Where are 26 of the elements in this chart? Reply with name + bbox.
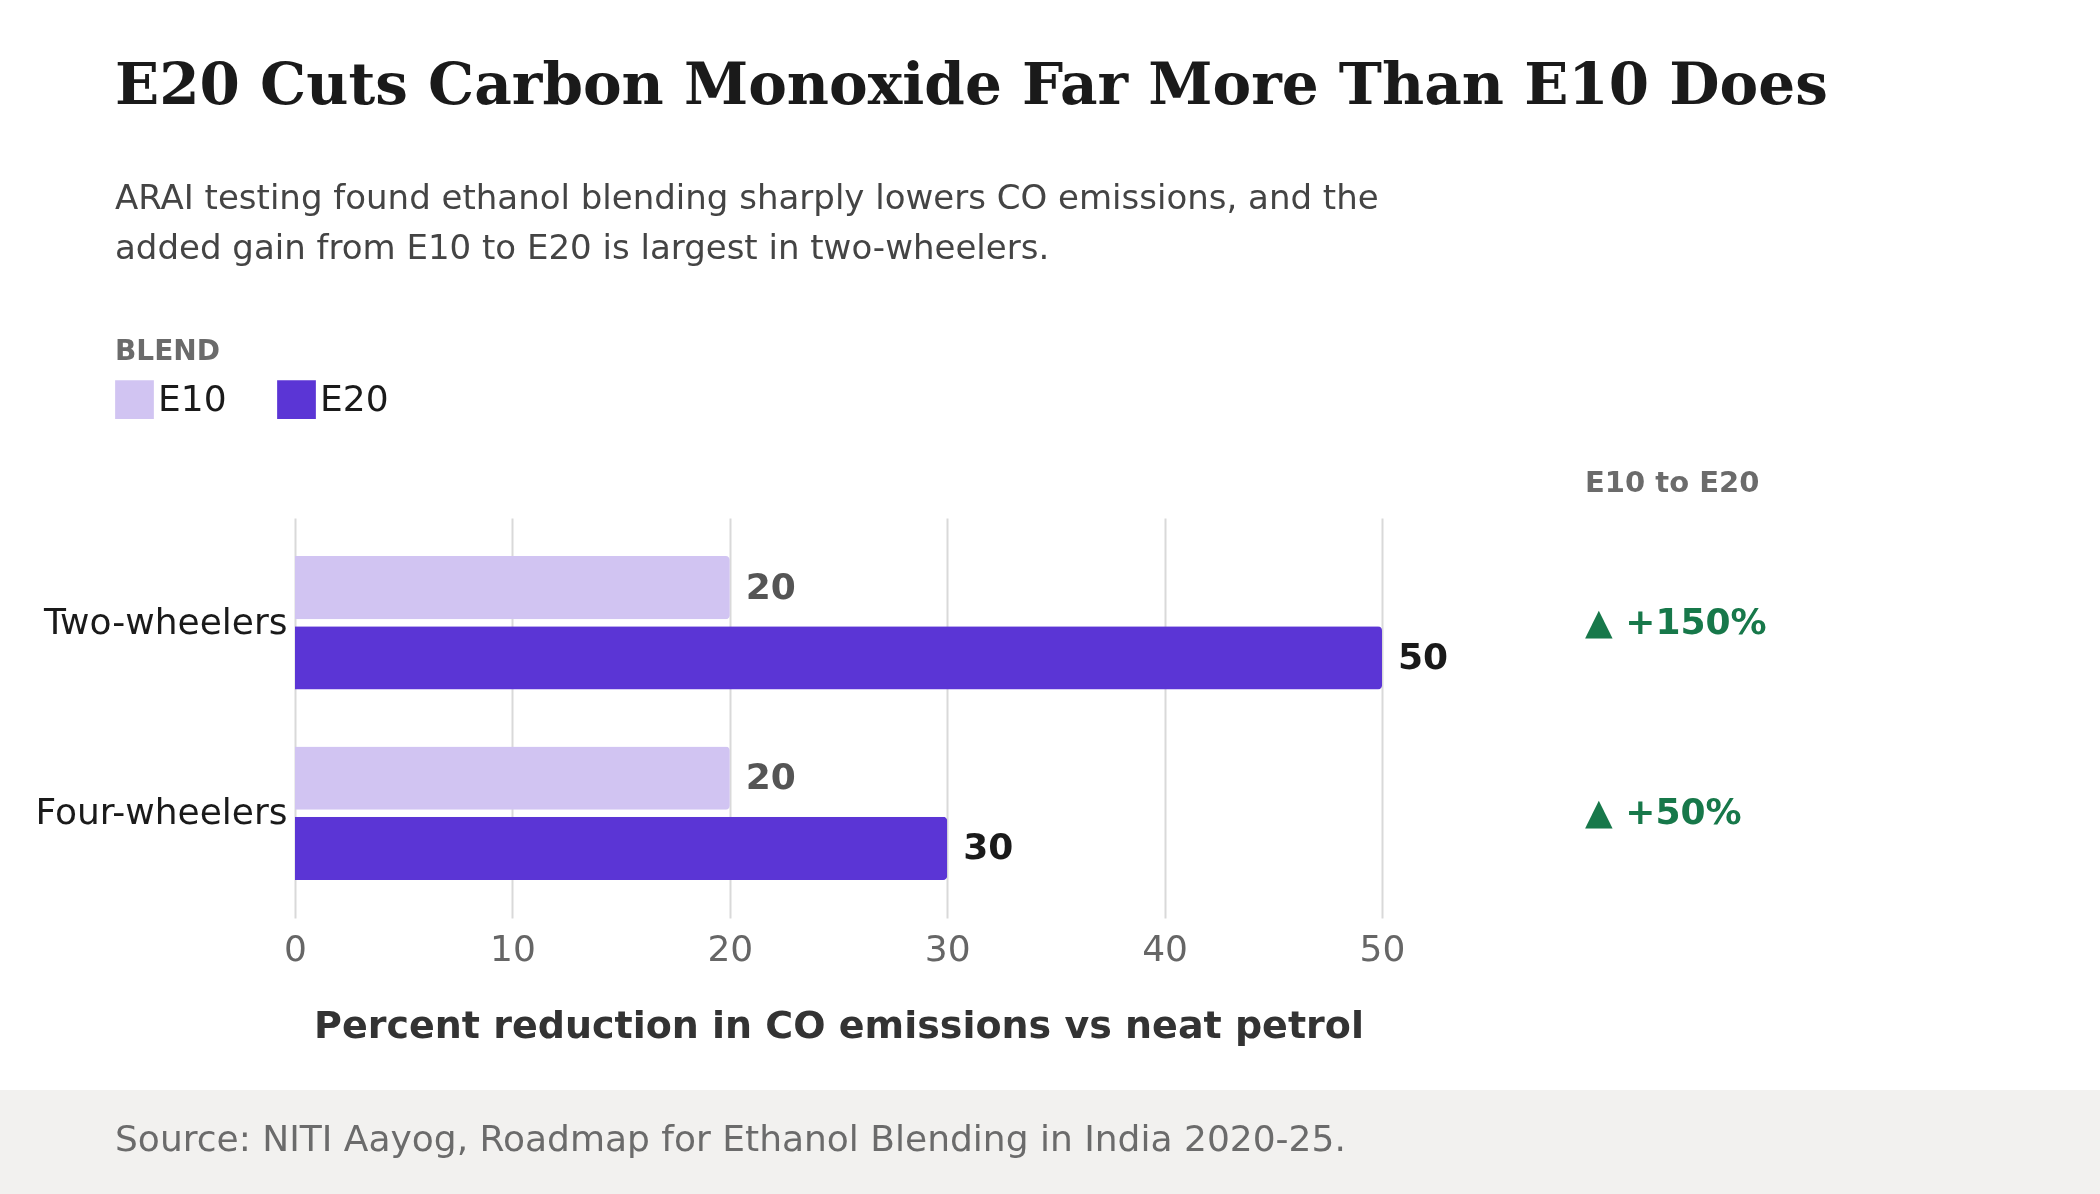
data-label: 50 (1398, 635, 1449, 677)
text: ▲ +50% (1585, 791, 1742, 833)
data-label: 20 (745, 565, 796, 607)
x-tick-label: 30 (924, 927, 971, 969)
data-label: 20 (745, 756, 796, 798)
source-note: Source: NITI Aayog, Roadmap for Ethanol Blending in India 2020-25. (0, 1090, 2100, 1194)
text: ▲ +150% (1585, 600, 1767, 642)
bar (295, 626, 1382, 690)
bar (295, 816, 948, 880)
y-tick-label: Two-wheelers (43, 600, 288, 642)
bar (295, 556, 730, 620)
x-tick-label: 10 (489, 927, 536, 969)
x-tick-label: 50 (1359, 927, 1406, 969)
x-tick-label: 0 (284, 927, 307, 969)
chart-title: E20 Cuts Carbon Monoxide Far More Than E10 Does (115, 50, 1828, 118)
legend-label: E20 (320, 377, 389, 419)
legend-label: E10 (158, 377, 227, 419)
x-axis-title: Percent reduction in CO emissions vs neat petrol (314, 1002, 1364, 1047)
data-label: 30 (963, 826, 1014, 868)
chart-subtitle: ARAI testing found ethanol blending sharply lowers CO emissions, and the added gain from E10 to E20 is largest in two-wheelers. (115, 176, 1380, 269)
bar (295, 746, 730, 810)
text: E10 to E20 (1585, 465, 1760, 499)
x-tick-label: 20 (707, 927, 754, 969)
x-tick-label: 40 (1142, 927, 1189, 969)
y-tick-label: Four-wheelers (35, 791, 288, 833)
legend-title: BLEND (115, 334, 220, 367)
